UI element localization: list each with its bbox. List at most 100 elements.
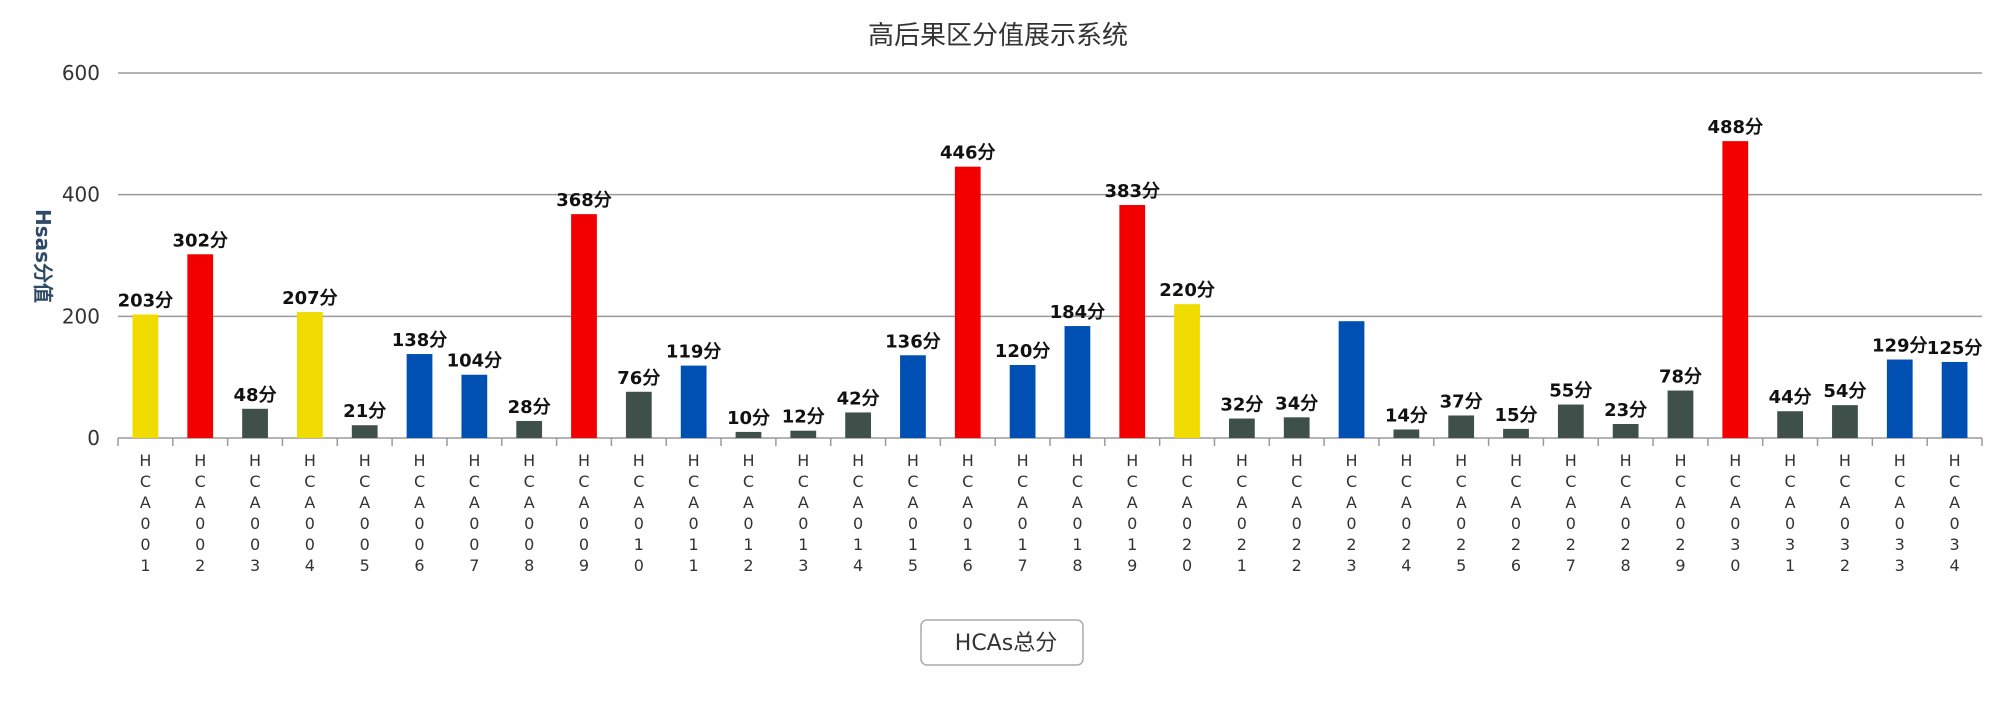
data-label: 34分 <box>1275 393 1318 414</box>
data-label: 203分 <box>118 291 174 312</box>
data-label: 446分 <box>940 143 996 164</box>
bar[interactable] <box>1448 415 1475 438</box>
data-label: 15分 <box>1494 405 1537 426</box>
data-label: 125分 <box>1927 338 1983 359</box>
bar[interactable] <box>516 420 543 438</box>
legend-box[interactable] <box>920 619 1084 666</box>
bar[interactable] <box>187 254 214 438</box>
bar[interactable] <box>406 354 433 438</box>
data-label: 54分 <box>1823 381 1866 402</box>
bar[interactable] <box>1283 417 1310 438</box>
bar[interactable] <box>1612 424 1639 438</box>
bar[interactable] <box>900 355 926 438</box>
data-label: 23分 <box>1604 400 1647 421</box>
bar[interactable] <box>351 425 378 438</box>
data-label: 220分 <box>1159 280 1215 301</box>
bar[interactable] <box>1886 359 1913 438</box>
data-label: 129分 <box>1872 336 1928 357</box>
bar[interactable] <box>1393 429 1420 438</box>
data-label: 138分 <box>392 330 448 351</box>
y-tick-label: 0 <box>87 426 100 450</box>
bar[interactable] <box>296 312 323 438</box>
legend[interactable]: HCAs总分 <box>920 619 1084 666</box>
data-label: 12分 <box>782 407 825 428</box>
data-label: 488分 <box>1708 117 1764 138</box>
bar[interactable] <box>735 431 762 438</box>
data-label: 184分 <box>1050 302 1106 323</box>
data-label: 10分 <box>727 408 770 429</box>
bar[interactable] <box>1503 428 1529 438</box>
data-label: 119分 <box>666 342 722 363</box>
data-label: 136分 <box>885 331 941 352</box>
data-label: 207分 <box>282 288 338 309</box>
data-label: 78分 <box>1659 367 1702 388</box>
data-label: 55分 <box>1549 381 1592 402</box>
bar[interactable] <box>625 391 652 438</box>
data-label: 120分 <box>995 341 1051 362</box>
bar[interactable] <box>1228 418 1255 438</box>
bar[interactable] <box>571 214 597 438</box>
bar[interactable] <box>1119 205 1146 438</box>
bar[interactable] <box>1064 326 1091 438</box>
data-label: 42分 <box>837 388 880 409</box>
bar[interactable] <box>132 314 159 438</box>
bar[interactable] <box>1667 390 1694 438</box>
bar[interactable] <box>1557 404 1584 438</box>
data-label: 32分 <box>1220 395 1263 416</box>
bar[interactable] <box>954 166 981 438</box>
bar[interactable] <box>1722 141 1749 438</box>
bar[interactable] <box>242 408 268 438</box>
data-label: 383分 <box>1104 181 1160 202</box>
bar[interactable] <box>845 412 872 438</box>
x-axis-ticks: H C A 0 0 1 H C A 0 0 2 H C A 0 0 3 H C A 0 0 4 H C A 0 0 5 H C A 0 0 6 H C A 0… <box>139 451 1960 575</box>
bar[interactable] <box>1777 411 1804 438</box>
bar[interactable] <box>1832 405 1858 438</box>
bar[interactable] <box>1338 321 1365 438</box>
y-axis-ticks: 0 200 400 600 <box>62 61 100 450</box>
data-label: 76分 <box>617 368 660 389</box>
data-label: 302分 <box>172 230 228 251</box>
data-label: 48分 <box>234 385 277 406</box>
bar[interactable] <box>1009 365 1036 438</box>
data-label: 104分 <box>447 351 503 372</box>
bar[interactable] <box>680 365 707 438</box>
data-label: 44分 <box>1769 387 1812 408</box>
bar[interactable] <box>1941 361 1968 438</box>
data-label: 37分 <box>1440 391 1483 412</box>
data-label: 14分 <box>1385 405 1428 426</box>
bar[interactable] <box>790 430 817 438</box>
bar[interactable] <box>1174 304 1200 438</box>
chart-title: 高后果区分值展示系统 <box>868 21 1128 51</box>
bar[interactable] <box>461 374 488 438</box>
legend-label: HCAs总分 <box>955 631 1057 656</box>
